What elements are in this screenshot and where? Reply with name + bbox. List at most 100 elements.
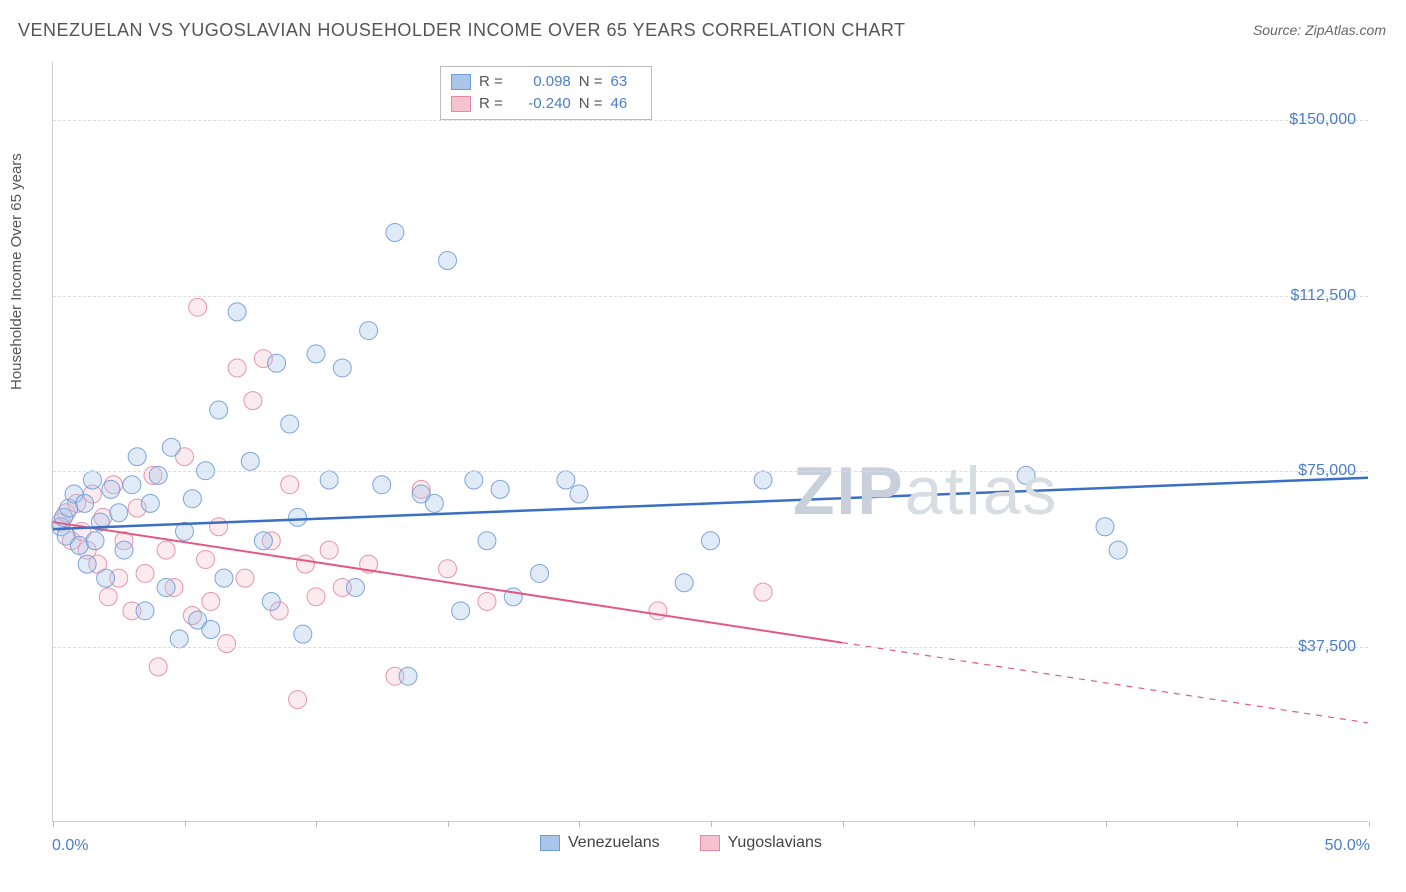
data-point xyxy=(439,560,457,578)
data-point xyxy=(157,541,175,559)
plot-area: ZIPatlas $37,500 $75,000 $112,500 $150,000 xyxy=(52,62,1368,822)
data-point xyxy=(70,536,88,554)
data-point xyxy=(262,592,280,610)
r-label: R = xyxy=(479,71,503,93)
data-point xyxy=(149,466,167,484)
legend-row-yugoslavians: R = -0.240 N = 46 xyxy=(451,93,641,115)
data-point xyxy=(439,252,457,270)
data-point xyxy=(570,485,588,503)
x-tick xyxy=(185,821,186,827)
data-point xyxy=(289,508,307,526)
data-point xyxy=(268,354,286,372)
gridline xyxy=(53,471,1368,472)
data-point xyxy=(136,564,154,582)
watermark: ZIPatlas xyxy=(793,452,1058,530)
data-point xyxy=(157,578,175,596)
data-point xyxy=(97,569,115,587)
chart-title: VENEZUELAN VS YUGOSLAVIAN HOUSEHOLDER IN… xyxy=(18,20,906,41)
legend-item-yugoslavians: Yugoslavians xyxy=(700,834,822,852)
n-value-venezuelans: 63 xyxy=(611,71,641,93)
trend-line xyxy=(53,478,1368,529)
y-tick-label: $150,000 xyxy=(1289,111,1356,129)
x-tick xyxy=(974,821,975,827)
data-point xyxy=(210,401,228,419)
x-tick xyxy=(448,821,449,827)
data-point xyxy=(307,345,325,363)
data-point xyxy=(244,392,262,410)
x-axis-max-label: 50.0% xyxy=(1325,837,1370,855)
gridline xyxy=(53,647,1368,648)
data-point xyxy=(99,588,117,606)
r-label: R = xyxy=(479,93,503,115)
x-tick xyxy=(1369,821,1370,827)
x-tick xyxy=(1106,821,1107,827)
data-point xyxy=(281,476,299,494)
correlation-legend: R = 0.098 N = 63 R = -0.240 N = 46 xyxy=(440,66,652,120)
gridline xyxy=(53,120,1368,121)
data-point xyxy=(228,303,246,321)
y-tick-label: $112,500 xyxy=(1290,287,1356,305)
swatch-venezuelans xyxy=(451,74,471,90)
data-point xyxy=(241,452,259,470)
data-point xyxy=(115,541,133,559)
data-point xyxy=(170,630,188,648)
data-point xyxy=(254,532,272,550)
data-point xyxy=(218,635,236,653)
watermark-zip: ZIP xyxy=(793,453,905,529)
r-value-yugoslavians: -0.240 xyxy=(511,93,571,115)
data-point xyxy=(183,490,201,508)
data-point xyxy=(491,480,509,498)
data-point xyxy=(320,541,338,559)
data-point xyxy=(128,448,146,466)
data-point xyxy=(289,691,307,709)
data-point xyxy=(236,569,254,587)
data-point xyxy=(320,471,338,489)
data-point xyxy=(333,359,351,377)
data-point xyxy=(296,555,314,573)
x-tick xyxy=(1237,821,1238,827)
n-value-yugoslavians: 46 xyxy=(611,93,641,115)
data-point xyxy=(123,476,141,494)
data-point xyxy=(281,415,299,433)
swatch-venezuelans xyxy=(540,835,560,851)
x-tick xyxy=(579,821,580,827)
x-tick xyxy=(711,821,712,827)
y-axis-title: Householder Income Over 65 years xyxy=(8,153,25,390)
data-point xyxy=(373,476,391,494)
x-axis-min-label: 0.0% xyxy=(52,837,88,855)
data-point xyxy=(754,583,772,601)
data-point xyxy=(110,504,128,522)
data-point xyxy=(202,592,220,610)
data-point xyxy=(162,438,180,456)
data-point xyxy=(228,359,246,377)
data-point xyxy=(649,602,667,620)
source-label: Source: ZipAtlas.com xyxy=(1253,22,1386,38)
data-point xyxy=(478,592,496,610)
data-point xyxy=(210,518,228,536)
data-point xyxy=(136,602,154,620)
data-point xyxy=(452,602,470,620)
data-point xyxy=(86,532,104,550)
data-point xyxy=(149,658,167,676)
y-tick-label: $75,000 xyxy=(1298,462,1356,480)
data-point xyxy=(197,550,215,568)
legend-row-venezuelans: R = 0.098 N = 63 xyxy=(451,71,641,93)
data-point xyxy=(83,471,101,489)
n-label: N = xyxy=(579,71,603,93)
swatch-yugoslavians xyxy=(451,96,471,112)
data-point xyxy=(465,471,483,489)
data-point xyxy=(754,471,772,489)
trend-line-extrapolated xyxy=(842,643,1368,723)
data-point xyxy=(215,569,233,587)
data-point xyxy=(399,667,417,685)
r-value-venezuelans: 0.098 xyxy=(511,71,571,93)
x-tick xyxy=(53,821,54,827)
data-point xyxy=(346,578,364,596)
data-point xyxy=(702,532,720,550)
y-tick-label: $37,500 xyxy=(1298,638,1356,656)
data-point xyxy=(1096,518,1114,536)
data-point xyxy=(557,471,575,489)
legend-item-venezuelans: Venezuelans xyxy=(540,834,660,852)
data-point xyxy=(531,564,549,582)
watermark-atlas: atlas xyxy=(905,453,1059,529)
